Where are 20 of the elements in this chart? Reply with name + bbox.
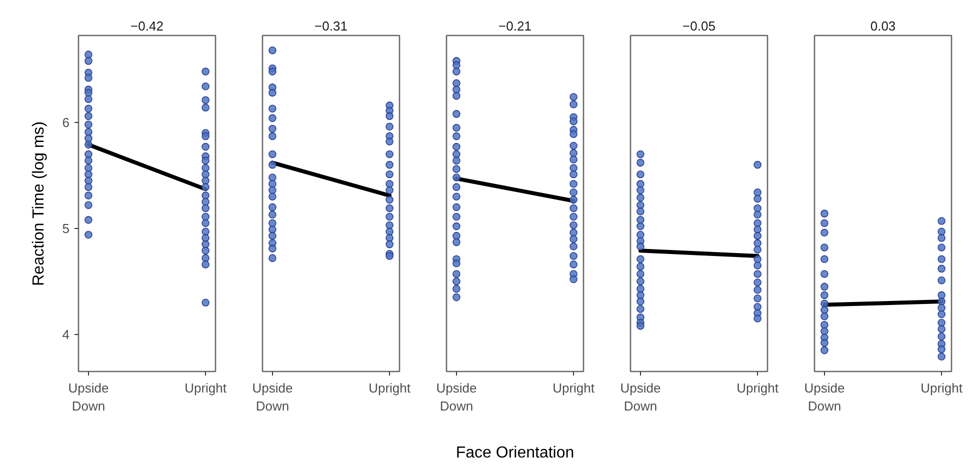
chart-title: −0.42 — [130, 18, 164, 34]
chart-title: −0.05 — [682, 18, 716, 34]
x-tick-label: Upside Down — [68, 380, 109, 414]
x-tick-label: Upside Down — [804, 380, 845, 414]
x-tick-label: Upright — [184, 380, 227, 396]
chart-title: 0.03 — [870, 18, 896, 34]
chart-title: −0.21 — [498, 18, 532, 34]
x-tick-label: Upright — [552, 380, 595, 396]
x-tick-label: Upright — [736, 380, 779, 396]
y-tick-label: 6 — [62, 114, 70, 130]
y-tick-label: 4 — [62, 326, 70, 342]
y-axis-title: Reaction Time (log ms) — [30, 121, 48, 286]
x-axis-title: Face Orientation — [456, 444, 574, 462]
x-tick-label: Upright — [920, 380, 963, 396]
x-tick-label: Upside Down — [620, 380, 661, 414]
x-tick-label: Upside Down — [436, 380, 477, 414]
chart-title: −0.31 — [314, 18, 348, 34]
x-tick-label: Upright — [368, 380, 411, 396]
x-tick-label: Upside Down — [252, 380, 293, 414]
y-tick-label: 5 — [62, 220, 70, 236]
